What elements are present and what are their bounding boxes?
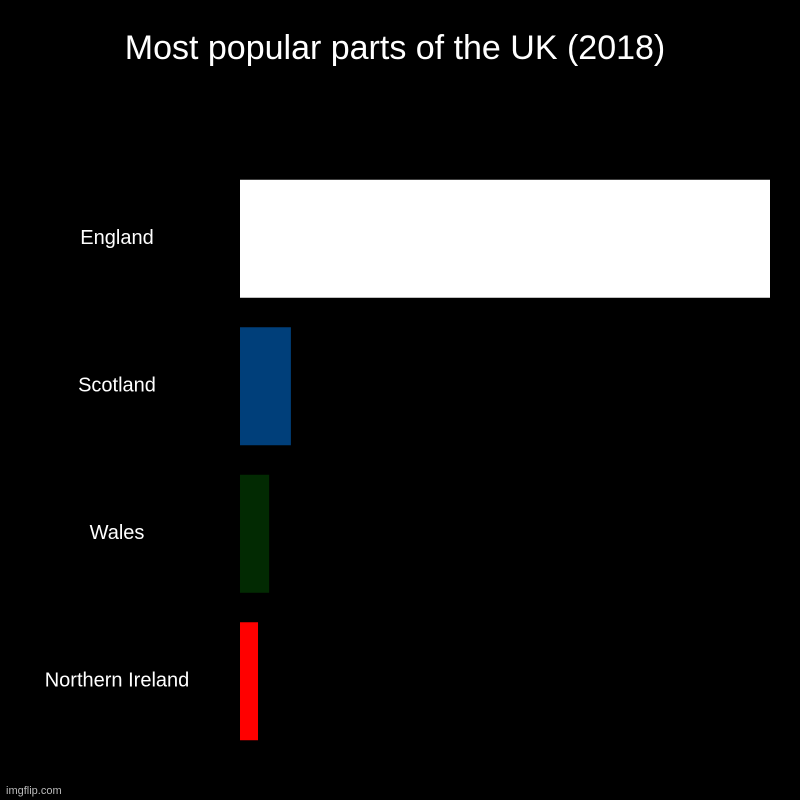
y-tick-label: Wales bbox=[90, 522, 145, 544]
chart-title: Most popular parts of the UK (2018) bbox=[125, 29, 666, 67]
y-tick-label: Northern Ireland bbox=[45, 670, 190, 692]
bar bbox=[240, 327, 291, 446]
bar bbox=[240, 622, 259, 741]
bar bbox=[240, 474, 270, 593]
y-tick-label: Scotland bbox=[78, 375, 156, 397]
watermark: imgflip.com bbox=[6, 785, 62, 797]
bar bbox=[240, 179, 770, 298]
y-tick-label: England bbox=[80, 227, 153, 249]
